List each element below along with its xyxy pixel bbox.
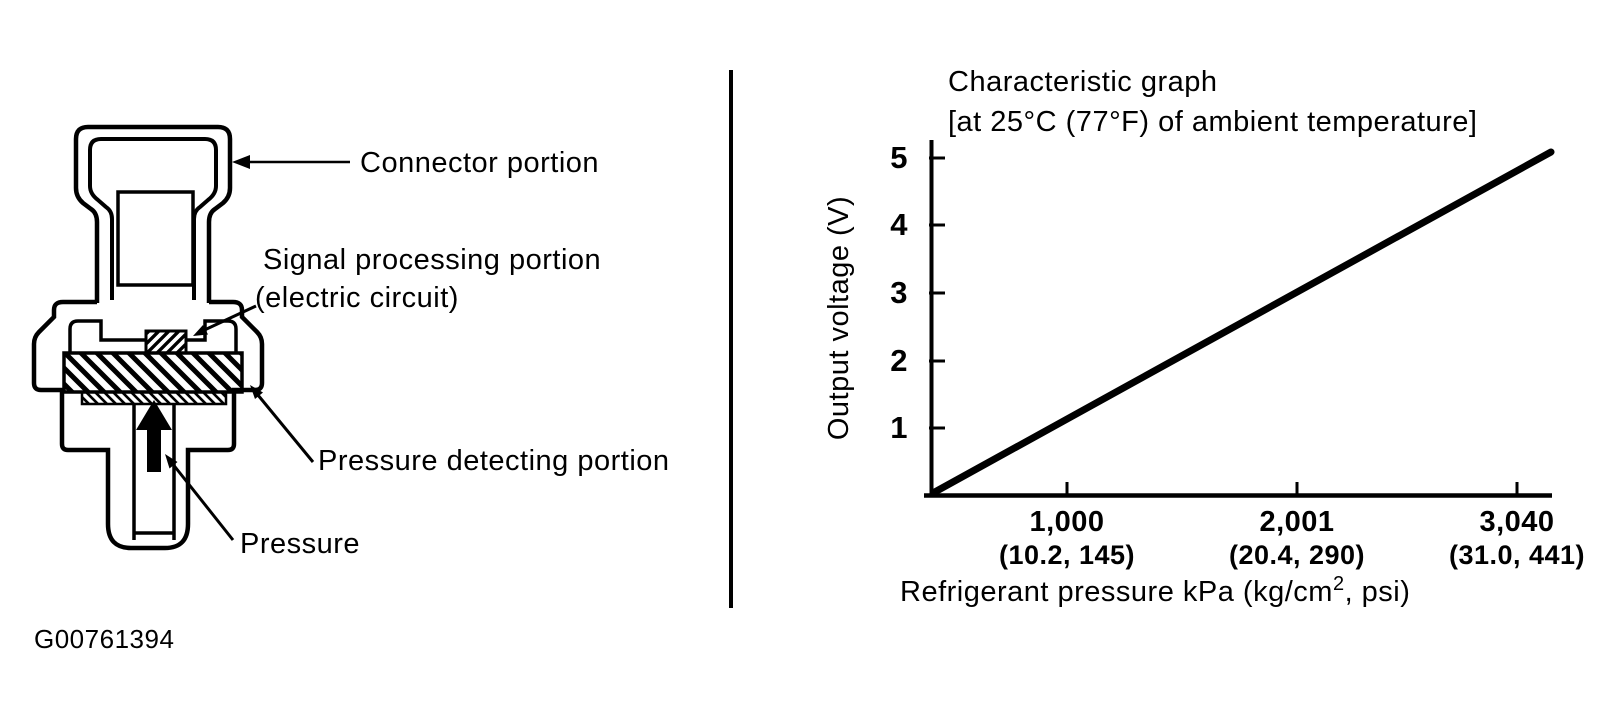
x-subtick-2001: (20.4, 290): [1229, 540, 1365, 570]
label-signal-processing-line2: (electric circuit): [255, 282, 459, 314]
pressure-arrow: [136, 400, 172, 472]
leader-pressure-detecting: [250, 385, 315, 463]
connector-cavity: [116, 190, 195, 287]
label-pressure: Pressure: [240, 528, 360, 560]
x-axis-title: Refrigerant pressure kPa (kg/cm2, psi): [900, 573, 1410, 608]
pressure-channel: [132, 404, 176, 540]
x-tick-2001: 2,001: [1259, 506, 1334, 538]
figure-id-code: G00761394: [34, 624, 174, 654]
label-connector-portion: Connector portion: [360, 147, 599, 179]
label-signal-processing-line1: Signal processing portion: [263, 244, 601, 276]
connector-inner-outline: [88, 137, 218, 300]
x-axis-title-pre: Refrigerant pressure kPa (kg/cm: [900, 576, 1333, 608]
x-axis-title-post: , psi): [1345, 576, 1411, 608]
label-pressure-detecting-portion: Pressure detecting portion: [318, 445, 670, 477]
pressure-sensor-diagram: Connector portion Signal processing port…: [31, 124, 670, 654]
leader-pressure: [165, 454, 235, 541]
chart-title: Characteristic graph: [948, 66, 1218, 98]
characteristic-line: [929, 148, 1555, 497]
characteristic-graph: Characteristic graph [at 25°C (77°F) of …: [823, 66, 1585, 608]
x-subtick-1000: (10.2, 145): [999, 540, 1135, 570]
pressure-detecting-block: [62, 351, 244, 394]
y-tick-1: 1: [890, 410, 908, 445]
y-tick-marks: [929, 156, 945, 430]
x-tick-3040: 3,040: [1479, 506, 1554, 538]
y-tick-5: 5: [890, 140, 908, 175]
sensor-body-outline: [31, 299, 265, 551]
x-axis-title-sup: 2: [1333, 573, 1345, 595]
y-tick-3: 3: [890, 275, 908, 310]
body-inner-step-left: [68, 319, 146, 352]
signal-processing-box: [144, 329, 188, 355]
x-tick-1000: 1,000: [1029, 506, 1104, 538]
y-tick-2: 2: [890, 343, 908, 378]
leader-connector: [232, 155, 350, 169]
chart-subtitle: [at 25°C (77°F) of ambient temperature]: [948, 106, 1477, 138]
x-tick-marks: [1065, 482, 1519, 496]
connector-outer-outline: [73, 124, 233, 303]
x-subtick-3040: (31.0, 441): [1449, 540, 1585, 570]
y-axis-title: Output voltage (V): [823, 196, 855, 440]
leader-signal-processing: [193, 304, 257, 336]
y-tick-4: 4: [890, 207, 908, 242]
body-inner-step-right: [186, 319, 238, 352]
